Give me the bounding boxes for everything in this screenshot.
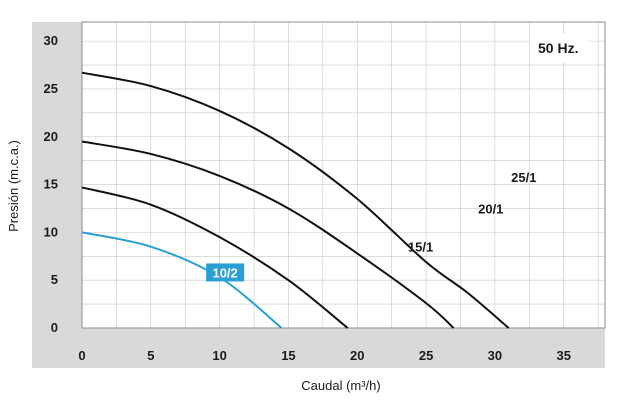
y-tick-label: 20 [44,129,58,144]
frequency-annotation: 50 Hz. [538,40,578,56]
x-tick-label: 15 [281,348,295,363]
curves [81,71,510,329]
curve-label: 10/2 [212,265,237,280]
y-tick-label: 5 [51,272,58,287]
curve-15-1 [81,186,349,329]
y-axis-ticks: 0 5 10 15 20 25 30 [44,33,58,335]
curve-10-2 [81,231,283,329]
curve-labels: 25/1 20/1 15/1 10/2 [206,170,536,282]
x-axis-ticks: 0 5 10 15 20 25 30 35 [78,348,571,363]
curve-20-1 [81,140,455,329]
plot-area [82,22,605,328]
x-tick-label: 20 [350,348,364,363]
curve-25-1 [81,71,510,329]
y-tick-label: 15 [44,177,58,192]
x-axis-label: Caudal (m³/h) [301,378,380,393]
curve-label: 15/1 [408,240,433,255]
x-tick-label: 35 [556,348,570,363]
x-tick-label: 10 [212,348,226,363]
x-tick-label: 0 [78,348,85,363]
y-axis-label: Presión (m.c.a.) [6,140,21,232]
y-tick-label: 25 [44,81,58,96]
x-tick-label: 5 [147,348,154,363]
curve-label: 20/1 [478,201,503,216]
y-tick-label: 0 [51,320,58,335]
frequency-badge [530,34,588,62]
plot-border [81,21,606,329]
curve-label: 25/1 [511,170,536,185]
x-tick-label: 30 [488,348,502,363]
x-tick-label: 25 [419,348,433,363]
curve-label-box [206,263,245,282]
y-tick-label: 30 [44,33,58,48]
y-tick-label: 10 [44,224,58,239]
